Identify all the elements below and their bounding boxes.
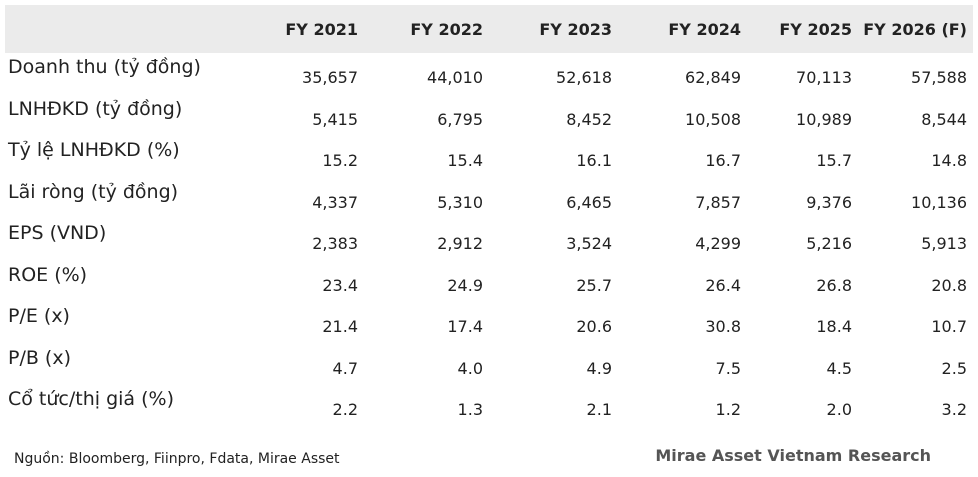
header-label-cell — [5, 5, 249, 53]
column-header: FY 2026 (F) — [863, 19, 967, 39]
table-cell: 1.2 — [715, 400, 741, 420]
column-header: FY 2023 — [539, 19, 612, 39]
table-cell: 3,524 — [566, 234, 612, 254]
table-cell: 4.0 — [457, 358, 483, 378]
table-cell: 57,588 — [911, 68, 967, 88]
table-cell: 2,383 — [312, 234, 358, 254]
table-cell: 4,299 — [695, 234, 741, 254]
table-cell: 23.4 — [322, 275, 358, 295]
table-cell: 25.7 — [576, 275, 612, 295]
table-cell: 7.5 — [715, 358, 741, 378]
column-header: FY 2022 — [410, 19, 483, 39]
row-label: Cổ tức/thị giá (%) — [8, 388, 174, 410]
table-cell: 6,465 — [566, 192, 612, 212]
table-cell: 26.4 — [705, 275, 741, 295]
row-label: Doanh thu (tỷ đồng) — [8, 56, 201, 78]
table-cell: 16.7 — [705, 151, 741, 171]
table-cell: 15.2 — [322, 151, 358, 171]
table-cell: 44,010 — [427, 68, 483, 88]
table-cell: 20.8 — [931, 275, 967, 295]
row-label: P/E (x) — [8, 305, 70, 327]
table-cell: 10,989 — [796, 109, 852, 129]
row-label: Tỷ lệ LNHĐKD (%) — [8, 139, 180, 161]
table-cell: 26.8 — [816, 275, 852, 295]
table-cell: 8,452 — [566, 109, 612, 129]
table-cell: 24.9 — [447, 275, 483, 295]
table-cell: 10,508 — [685, 109, 741, 129]
table-cell: 20.6 — [576, 317, 612, 337]
column-header: FY 2021 — [285, 19, 358, 39]
table-cell: 10,136 — [911, 192, 967, 212]
table-cell: 2.1 — [586, 400, 612, 420]
table-cell: 10.7 — [931, 317, 967, 337]
table-cell: 3.2 — [941, 400, 967, 420]
row-label: P/B (x) — [8, 346, 72, 369]
table-cell: 4.7 — [332, 358, 358, 378]
table-row: EPS (VND) 2,383 2,912 3,524 4,299 5,216 5,913 — [5, 219, 973, 261]
table-row: Cổ tức/thị giá (%) 2.2 1.3 2.1 1.2 2.0 3.2 — [5, 385, 973, 427]
table-cell: 2,912 — [437, 234, 483, 254]
table-cell: 6,795 — [437, 109, 483, 129]
table-cell: 4,337 — [312, 192, 358, 212]
table-cell: 15.7 — [816, 151, 852, 171]
column-header: FY 2025 — [779, 19, 852, 39]
row-label: ROE (%) — [8, 263, 88, 286]
table-cell: 2.0 — [826, 400, 852, 420]
table-cell: 14.8 — [931, 151, 967, 171]
table-cell: 1.3 — [457, 400, 483, 420]
table-row: ROE (%) 23.4 24.9 25.7 26.4 26.8 20.8 — [5, 261, 973, 303]
table-cell: 5,415 — [312, 109, 358, 129]
table-cell: 5,310 — [437, 192, 483, 212]
table-cell: 2.2 — [332, 400, 358, 420]
table-cell: 30.8 — [705, 317, 741, 337]
table-cell: 2.5 — [941, 358, 967, 378]
table-cell: 7,857 — [695, 192, 741, 212]
financial-table: FY 2021 FY 2022 FY 2023 FY 2024 FY 2025 … — [5, 5, 973, 427]
table-cell: 5,216 — [806, 234, 852, 254]
research-brand: Mirae Asset Vietnam Research — [655, 446, 931, 465]
source-note: Nguồn: Bloomberg, Fiinpro, Fdata, Mirae … — [14, 451, 340, 467]
table-cell: 52,618 — [556, 68, 612, 88]
table-row: P/E (x) 21.4 17.4 20.6 30.8 18.4 10.7 — [5, 302, 973, 344]
table-row: Tỷ lệ LNHĐKD (%) 15.2 15.4 16.1 16.7 15.7 14.8 — [5, 136, 973, 178]
table-cell: 9,376 — [806, 192, 852, 212]
table-cell: 4.9 — [586, 358, 612, 378]
row-label: LNHĐKD (tỷ đồng) — [8, 97, 183, 120]
table-header-row: FY 2021 FY 2022 FY 2023 FY 2024 FY 2025 … — [5, 5, 973, 53]
table-row: P/B (x) 4.7 4.0 4.9 7.5 4.5 2.5 — [5, 344, 973, 386]
row-label: Lãi ròng (tỷ đồng) — [8, 180, 179, 203]
table-row: LNHĐKD (tỷ đồng) 5,415 6,795 8,452 10,508 10,… — [5, 95, 973, 137]
table-cell: 5,913 — [921, 234, 967, 254]
table-row: Lãi ròng (tỷ đồng) 4,337 5,310 6,465 7,857 9,… — [5, 178, 973, 220]
table-cell: 62,849 — [685, 68, 741, 88]
table-cell: 15.4 — [447, 151, 483, 171]
column-header: FY 2024 — [668, 19, 741, 39]
table-cell: 70,113 — [796, 68, 852, 88]
table-body: Doanh thu (tỷ đồng) 35,657 44,010 52,618 62,… — [5, 53, 973, 427]
table-row: Doanh thu (tỷ đồng) 35,657 44,010 52,618 62,… — [5, 53, 973, 95]
table-cell: 18.4 — [816, 317, 852, 337]
table-cell: 16.1 — [576, 151, 612, 171]
table-cell: 4.5 — [826, 358, 852, 378]
table-cell: 21.4 — [322, 317, 358, 337]
table-cell: 8,544 — [921, 109, 967, 129]
row-label: EPS (VND) — [8, 222, 107, 244]
table-cell: 17.4 — [447, 317, 483, 337]
table-cell: 35,657 — [302, 68, 358, 88]
